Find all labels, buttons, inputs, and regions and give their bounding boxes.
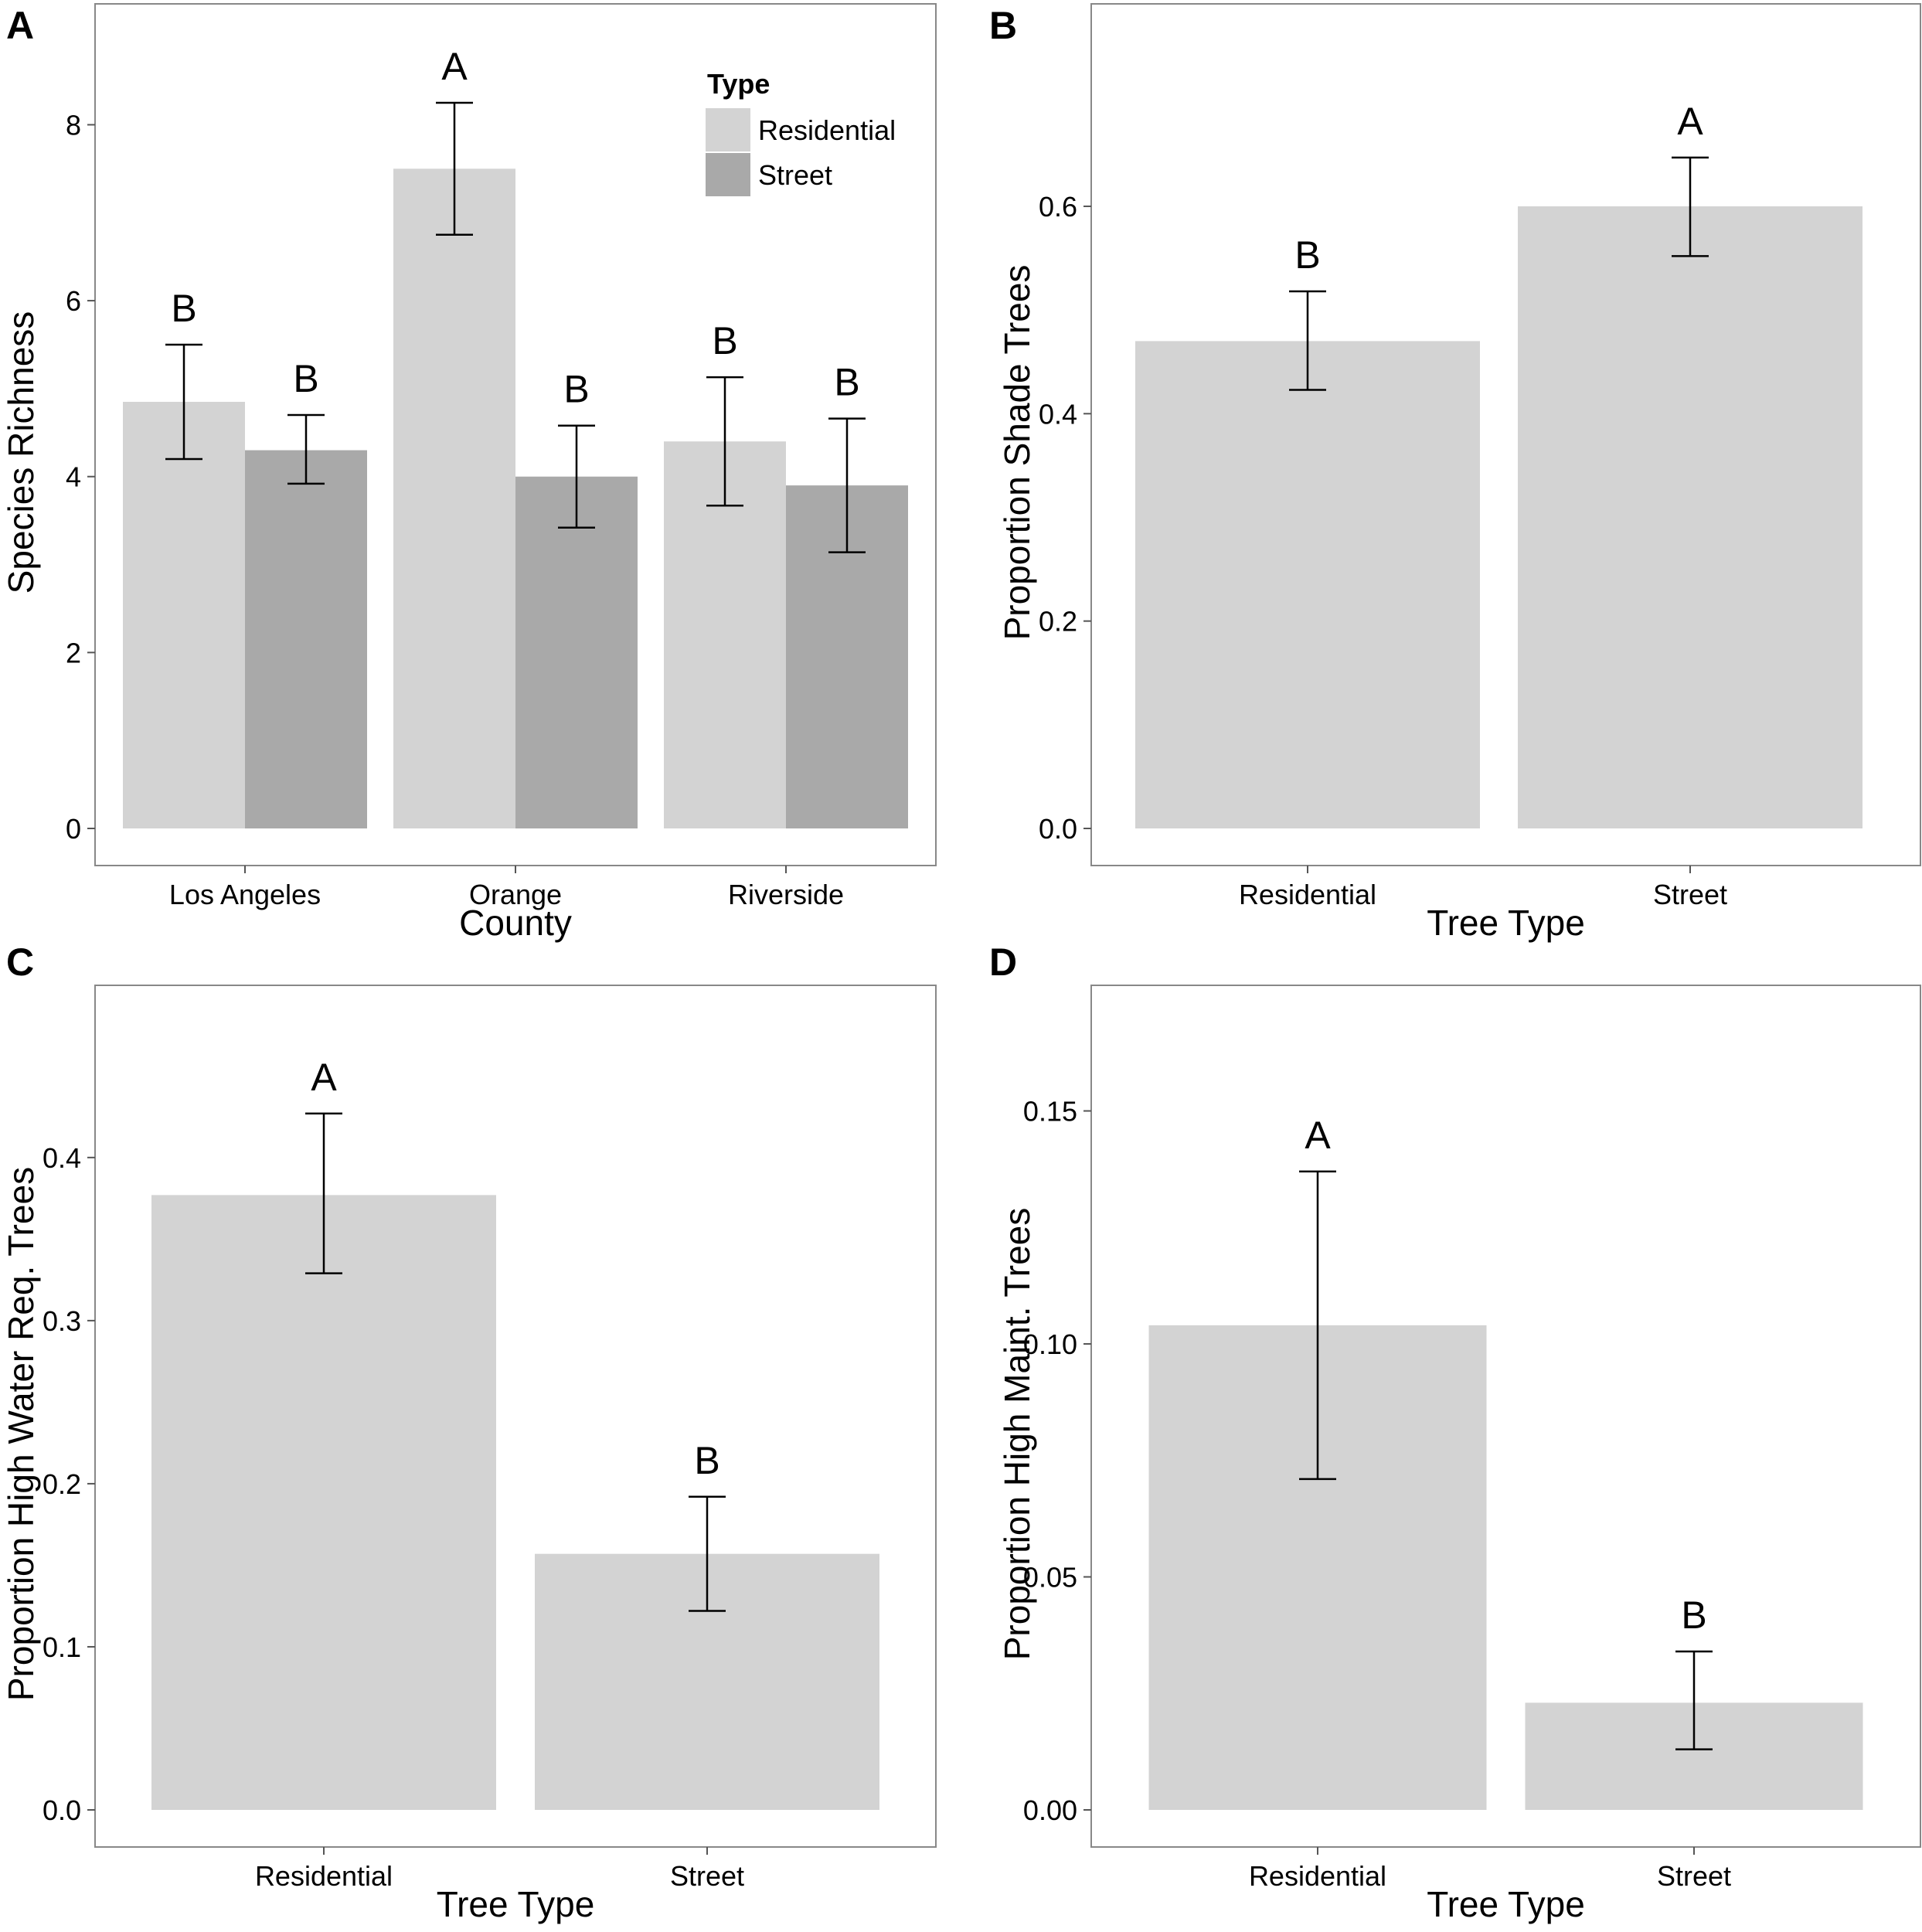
y-axis-title: Proportion High Maint. Trees <box>997 1208 1037 1661</box>
legend-swatch <box>706 108 750 151</box>
significance-letter: B <box>834 361 859 404</box>
bar-street <box>245 450 367 828</box>
x-tick-label: Residential <box>255 1860 393 1892</box>
y-tick-label: 0.2 <box>43 1468 81 1500</box>
significance-letter: A <box>441 45 468 88</box>
y-tick-label: 0.2 <box>1039 606 1077 638</box>
y-tick-label: 0 <box>66 813 81 845</box>
x-tick-label: Orange <box>469 879 562 910</box>
x-tick-label: Riverside <box>728 879 844 910</box>
significance-letter: A <box>1677 100 1703 143</box>
y-axis-title: Proportion High Water Req. Trees <box>1 1167 41 1701</box>
y-axis-title: Proportion Shade Trees <box>997 265 1037 641</box>
significance-letter: A <box>1305 1114 1331 1157</box>
y-tick-label: 0.1 <box>43 1631 81 1663</box>
panel-letter: A <box>6 4 34 47</box>
significance-letter: B <box>712 319 737 362</box>
significance-letter: A <box>311 1056 337 1099</box>
panel-d: D 0.00 0.05 0.10 0.15 Proportion High Maint. … <box>989 940 1921 1924</box>
y-tick-label: 8 <box>66 109 81 141</box>
x-tick-label: Street <box>670 1860 744 1892</box>
y-tick-label: 0.10 <box>1023 1328 1077 1360</box>
significance-letter: B <box>293 357 318 400</box>
y-tick-label: 0.00 <box>1023 1794 1077 1826</box>
significance-letter: B <box>171 287 196 330</box>
y-tick-label: 0.3 <box>43 1305 81 1337</box>
x-tick-label: Street <box>1657 1860 1731 1892</box>
x-axis-title: Tree Type <box>437 1884 595 1924</box>
bar <box>1135 341 1480 828</box>
panel-letter: D <box>989 940 1017 984</box>
x-tick-label: Residential <box>1239 879 1376 910</box>
y-tick-label: 2 <box>66 637 81 668</box>
x-axis-title: Tree Type <box>1427 903 1585 943</box>
bar-street <box>515 476 638 828</box>
bar-residential <box>393 168 515 828</box>
y-tick-label: 0.0 <box>43 1794 81 1826</box>
y-tick-label: 0.0 <box>1039 813 1077 845</box>
y-tick-label: 0.15 <box>1023 1096 1077 1128</box>
legend-label: Street <box>758 159 832 191</box>
bar <box>1518 206 1862 828</box>
x-axis-title: County <box>459 903 572 943</box>
panel-a: A 0 2 4 6 8 Species Richness County B B Los Angele… <box>1 3 937 943</box>
x-axis-title: Tree Type <box>1427 1884 1585 1924</box>
panel-letter: C <box>6 940 34 984</box>
legend-title: Type <box>707 68 770 100</box>
panel-letter: B <box>989 4 1017 47</box>
x-tick-label: Street <box>1653 879 1727 910</box>
y-tick-label: 6 <box>66 285 81 317</box>
y-tick-label: 0.4 <box>1039 398 1077 430</box>
bar-residential <box>123 401 245 828</box>
x-tick-label: Los Angeles <box>169 879 321 910</box>
significance-letter: B <box>1294 233 1320 277</box>
significance-letter: B <box>694 1439 719 1482</box>
y-tick-label: 4 <box>66 461 81 493</box>
significance-letter: B <box>1681 1594 1706 1637</box>
legend-swatch <box>706 153 750 196</box>
legend-label: Residential <box>758 114 896 146</box>
panel-b: B 0.0 0.2 0.4 0.6 Proportion Shade Trees Tree … <box>989 3 1921 943</box>
bar <box>151 1195 496 1810</box>
y-tick-label: 0.6 <box>1039 191 1077 223</box>
legend: Type Residential Street <box>706 68 896 196</box>
y-tick-label: 0.4 <box>43 1142 81 1174</box>
y-tick-label: 0.05 <box>1023 1562 1077 1594</box>
significance-letter: B <box>563 368 589 411</box>
x-tick-label: Residential <box>1249 1860 1386 1892</box>
y-axis-title: Species Richness <box>1 311 41 594</box>
